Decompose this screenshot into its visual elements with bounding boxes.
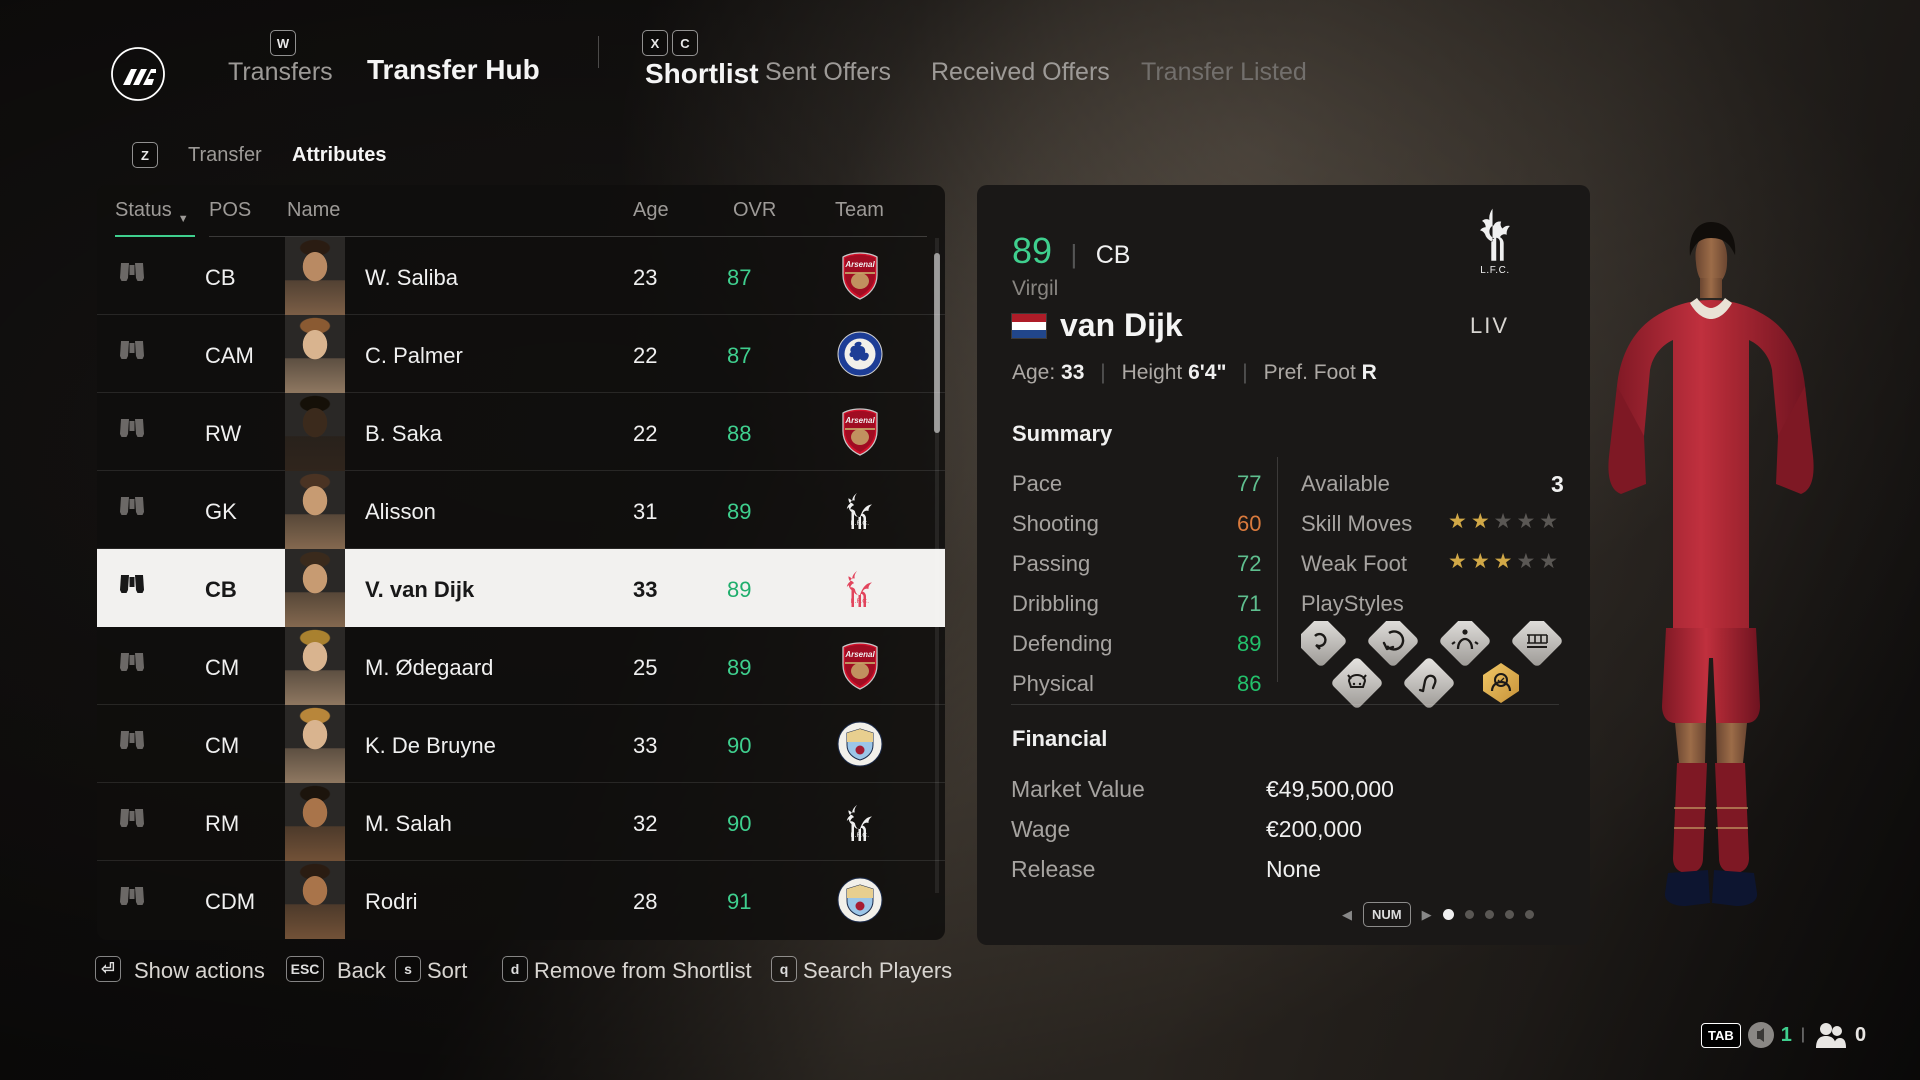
svg-text:L.F.C.: L.F.C.	[851, 832, 870, 839]
svg-text:Arsenal: Arsenal	[844, 650, 875, 659]
svg-text:L.F.C.: L.F.C.	[1480, 265, 1510, 276]
svg-text:Arsenal: Arsenal	[844, 416, 875, 425]
svg-text:Arsenal: Arsenal	[844, 260, 875, 269]
svg-text:L.F.C.: L.F.C.	[851, 598, 870, 605]
svg-text:L.F.C.: L.F.C.	[851, 520, 870, 527]
